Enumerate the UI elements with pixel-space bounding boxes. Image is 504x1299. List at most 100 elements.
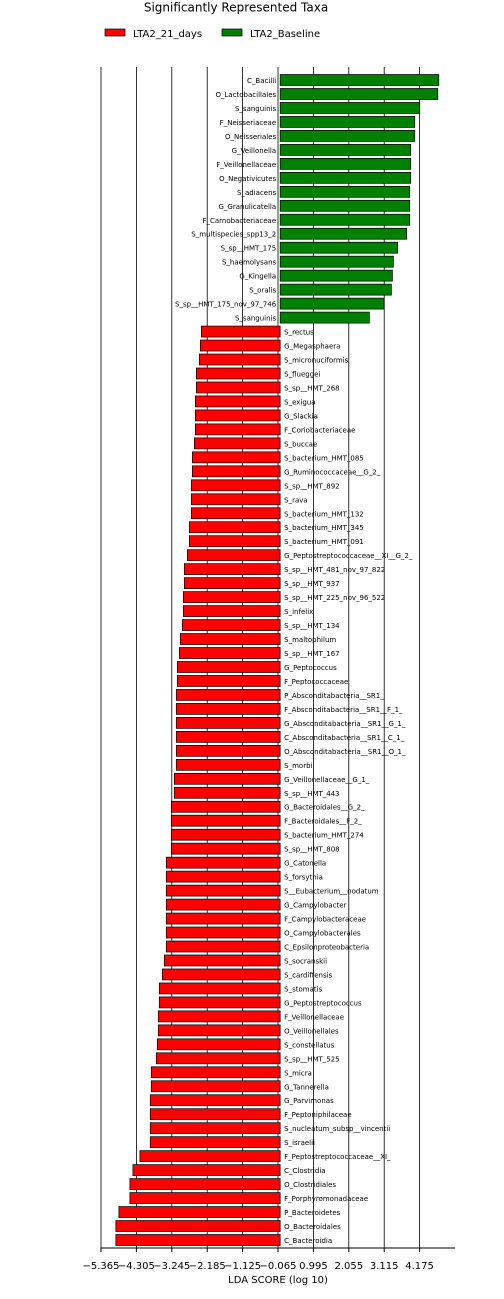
category-label: S_haemolysans — [222, 259, 277, 267]
bar — [279, 130, 416, 142]
bar — [279, 158, 412, 170]
category-label: C_Epsilonproteobacteria — [284, 944, 369, 952]
bar — [170, 800, 281, 813]
bar — [279, 255, 394, 268]
bar — [173, 772, 281, 785]
category-label: S_morbi — [284, 762, 312, 770]
bar — [170, 814, 281, 827]
bar — [195, 367, 281, 380]
category-label: S_sp__HMT_175_nov_97_746 — [175, 301, 277, 309]
bar — [279, 102, 421, 114]
bar — [194, 423, 281, 436]
category-label: G_Bacteroidales__G_2_ — [284, 804, 365, 812]
category-label: S_forsythia — [284, 874, 323, 882]
category-label: G_Granulicatella — [219, 203, 277, 211]
bar — [190, 507, 281, 520]
bar — [190, 479, 281, 492]
category-label: G_Veillonellaceae__G_1_ — [284, 776, 370, 784]
bar — [178, 647, 281, 659]
category-label: S_sanguinis — [235, 315, 277, 323]
bar — [182, 591, 281, 603]
bar — [191, 451, 281, 464]
bar — [150, 1066, 281, 1079]
category-label: S_stomatis — [284, 985, 322, 993]
bar — [182, 605, 281, 617]
bar — [149, 1136, 281, 1149]
category-label: S_buccae — [284, 440, 317, 448]
bar — [173, 786, 281, 799]
category-label: S_rectus — [284, 329, 314, 337]
bar — [176, 661, 281, 673]
bar — [279, 74, 440, 86]
category-label: O_Negativicutes — [219, 175, 276, 183]
bar — [175, 758, 281, 771]
bar — [195, 381, 281, 394]
category-label: S_infelix — [284, 608, 313, 616]
bar — [279, 171, 412, 184]
category-label: G_Slackia — [284, 412, 318, 420]
bar — [279, 227, 408, 240]
bar — [279, 283, 392, 296]
bar — [129, 1178, 281, 1190]
bar — [201, 325, 281, 338]
category-label: F_Porphyromonadaceae — [284, 1195, 368, 1203]
bar — [175, 703, 281, 715]
bar — [170, 842, 281, 855]
x-tick-label: −3.245 — [153, 1261, 190, 1272]
category-label: P_Bacteroidetes — [284, 1209, 340, 1217]
category-label: G_Absconditabacteria__SR1__G_1_ — [284, 720, 406, 728]
category-label: O_Bacteroidales — [284, 1223, 341, 1231]
bar — [155, 1052, 281, 1065]
bar — [183, 577, 281, 589]
category-label: F_Veillonellaceae — [284, 1013, 344, 1021]
bar — [165, 940, 281, 953]
bar — [157, 1024, 281, 1037]
x-tick-label: 4.175 — [405, 1261, 434, 1272]
bar — [181, 619, 281, 631]
chart-title: Significantly Represented Taxa — [144, 1, 328, 15]
category-label: S_bacterium_HMT_274 — [284, 832, 364, 840]
category-label: O_Campylobacterales — [284, 930, 361, 938]
category-label: G_Ruminococcaceae__G_2_ — [284, 468, 381, 476]
bar — [165, 926, 281, 939]
bar — [175, 731, 281, 743]
category-label: S_sp__HMT_892 — [284, 482, 339, 490]
x-tick-label: −5.365 — [82, 1261, 119, 1272]
x-tick-label: −0.065 — [259, 1261, 296, 1272]
category-label: S_sanguinis — [235, 105, 277, 113]
bar — [279, 88, 439, 100]
bar — [165, 870, 281, 883]
category-label: S_bacterium_HMT_085 — [284, 454, 364, 462]
x-tick-label: 3.115 — [370, 1261, 399, 1272]
category-label: S_sp__HMT_134 — [284, 622, 340, 630]
category-label: G_Peptostreptococcaceae__XI__G_2_ — [284, 552, 413, 560]
bar — [188, 535, 281, 548]
category-label: G_Campylobacter — [284, 902, 346, 910]
category-label: O_Absconditabacteria__SR1__O_1_ — [284, 748, 406, 756]
bar — [165, 856, 281, 869]
category-label: S_israelii — [284, 1139, 315, 1147]
bar — [149, 1094, 281, 1107]
bar — [179, 633, 281, 645]
category-label: S_sp__HMT_443 — [284, 790, 339, 798]
legend-swatch — [104, 28, 126, 37]
bar — [139, 1150, 281, 1162]
category-label: C_Bacteroidia — [284, 1237, 332, 1245]
category-label: S_maltophilum — [284, 636, 336, 644]
bar — [279, 241, 399, 254]
category-label: F_Peptococcaceae — [284, 678, 348, 686]
category-label: S_multispecies_spp13_2 — [191, 231, 276, 239]
category-label: G_Peptostreptococcus — [284, 999, 362, 1007]
category-label: F_Bacteroidales__F_2_ — [284, 818, 362, 826]
bar — [279, 116, 416, 128]
category-label: P_Absconditabacteria__SR1_ — [284, 692, 384, 700]
bar — [279, 297, 384, 310]
x-tick-label: 0.995 — [299, 1261, 328, 1272]
category-label: O_Lactobacillales — [215, 91, 276, 99]
category-label: G_Veillonella — [232, 147, 277, 155]
bar — [149, 1108, 281, 1121]
category-label: S_bacterium_HMT_345 — [284, 524, 364, 532]
bar — [200, 339, 281, 352]
bar — [163, 954, 281, 967]
bar — [194, 395, 281, 408]
